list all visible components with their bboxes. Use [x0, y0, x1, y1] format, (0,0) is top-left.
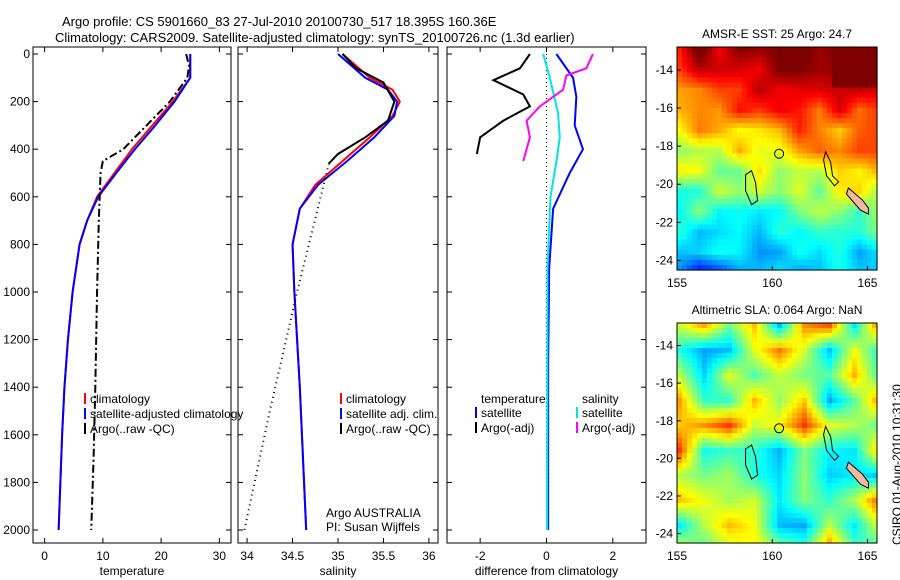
y-tick-label: -20 — [656, 451, 674, 465]
y-tick-label: 1800 — [3, 475, 30, 489]
legend-entry: climatology — [90, 392, 150, 406]
y-tick-label: 1400 — [3, 380, 30, 394]
legend-entry: satellite — [481, 406, 522, 420]
coastline — [823, 424, 840, 462]
legend-entry: Argo(-adj) — [481, 421, 534, 435]
y-tick-label: 1600 — [3, 428, 30, 442]
coastline — [823, 150, 840, 187]
x-tick-label: 35 — [331, 549, 345, 563]
y-tick-label: -16 — [656, 101, 674, 115]
y-tick-label: 400 — [10, 142, 30, 156]
x-tick-label: 155 — [667, 276, 687, 290]
axes-frame — [32, 46, 232, 544]
y-tick-label: -16 — [656, 376, 674, 390]
y-tick-label: -18 — [656, 139, 674, 153]
coastline — [745, 444, 759, 480]
new-caledonia-land — [845, 461, 869, 489]
sla-map: Altimetric SLA: 0.064 Argo: NaN 155 160 165… — [656, 303, 878, 563]
legend-heading: temperature — [481, 392, 546, 406]
argo-location-marker — [774, 423, 785, 434]
profile-panel-2: 34 34.5 35 35.5 36 salinity climatologysatelli… — [237, 46, 439, 578]
coastline — [745, 169, 759, 206]
y-tick-label: -22 — [656, 489, 674, 503]
x-tick-label: -2 — [475, 549, 486, 563]
x-tick-label: 10 — [96, 549, 110, 563]
x-tick-label: 34.5 — [281, 549, 305, 563]
y-tick-label: -20 — [656, 177, 674, 191]
x-tick-label: 0 — [543, 549, 550, 563]
legend-entry: climatology — [346, 392, 406, 406]
x-tick-label: 20 — [154, 549, 168, 563]
profile-panel-1: 0 10 20 30 0 200 400 600 800 1000 1200 1400 1600 1800… — [3, 46, 243, 578]
x-tick-label: 35.5 — [372, 549, 396, 563]
sst-map: AMSR-E SST: 25 Argo: 24.7 155 160 165 -14 -16… — [656, 27, 878, 290]
x-axis-label: temperature — [100, 564, 165, 578]
argo-location-marker — [774, 148, 785, 159]
x-tick-label: 36 — [422, 549, 436, 563]
legend-entry: satellite adj. clim. — [346, 407, 437, 421]
y-tick-label: 200 — [10, 95, 30, 109]
x-tick-label: 165 — [857, 549, 877, 563]
series-climatology — [57, 54, 192, 531]
y-tick-label: -24 — [656, 253, 674, 267]
x-tick-label: 2 — [609, 549, 616, 563]
legend-entry: Argo(..raw -QC) — [346, 422, 431, 436]
y-tick-label: -18 — [656, 414, 674, 428]
y-tick-label: 600 — [10, 190, 30, 204]
series-salinity-satellite — [542, 53, 561, 531]
y-tick-label: -22 — [656, 215, 674, 229]
series-argo-raw-qc- — [328, 53, 396, 165]
x-tick-label: 160 — [762, 276, 782, 290]
new-caledonia-land — [845, 187, 869, 215]
map-image — [677, 323, 878, 544]
x-axis-label: salinity — [320, 564, 357, 578]
y-tick-label: -14 — [656, 339, 674, 353]
legend-heading: salinity — [582, 392, 619, 406]
x-tick-label: 165 — [857, 276, 877, 290]
axes-frame — [237, 46, 439, 544]
legend-entry: satellite-adjusted climatology — [90, 407, 243, 421]
y-tick-label: -24 — [656, 527, 674, 541]
y-tick-label: -14 — [656, 63, 674, 77]
series-temperature-argo-adj- — [475, 53, 532, 155]
series-salinity-argo-adj- — [522, 53, 594, 162]
map-image — [677, 47, 878, 271]
figure-title-line1: Argo profile: CS 5901660_83 27-Jul-2010 … — [62, 14, 497, 29]
series-temperature-satellite — [547, 53, 585, 530]
x-axis-label: difference from climatology — [475, 564, 618, 578]
map-title: AMSR-E SST: 25 Argo: 24.7 — [702, 27, 852, 41]
series-satellite-adjusted-climatology — [57, 54, 192, 531]
x-tick-label: 155 — [667, 549, 687, 563]
x-tick-label: 160 — [762, 549, 782, 563]
y-tick-label: 1000 — [3, 285, 30, 299]
y-tick-label: 800 — [10, 237, 30, 251]
legend-entry: Argo(-adj) — [582, 421, 635, 435]
series-climatology — [291, 53, 401, 531]
series-argo-raw-dotted- — [243, 163, 330, 531]
annotation: PI: Susan Wijffels — [326, 520, 420, 534]
annotation: Argo AUSTRALIA — [326, 506, 421, 520]
series-argo-raw-qc- — [90, 53, 191, 531]
figure-title-line2: Climatology: CARS2009. Satellite-adjuste… — [55, 30, 575, 45]
x-tick-label: 34 — [240, 549, 254, 563]
map-frame — [676, 46, 878, 271]
map-frame — [676, 322, 878, 544]
x-tick-label: 30 — [213, 549, 227, 563]
map-title: Altimetric SLA: 0.064 Argo: NaN — [692, 303, 863, 317]
legend-entry: satellite — [582, 406, 623, 420]
legend-entry: Argo(..raw -QC) — [90, 422, 175, 436]
x-tick-label: 0 — [41, 549, 48, 563]
y-tick-label: 1200 — [3, 333, 30, 347]
y-tick-label: 0 — [23, 47, 30, 61]
y-tick-label: 2000 — [3, 523, 30, 537]
